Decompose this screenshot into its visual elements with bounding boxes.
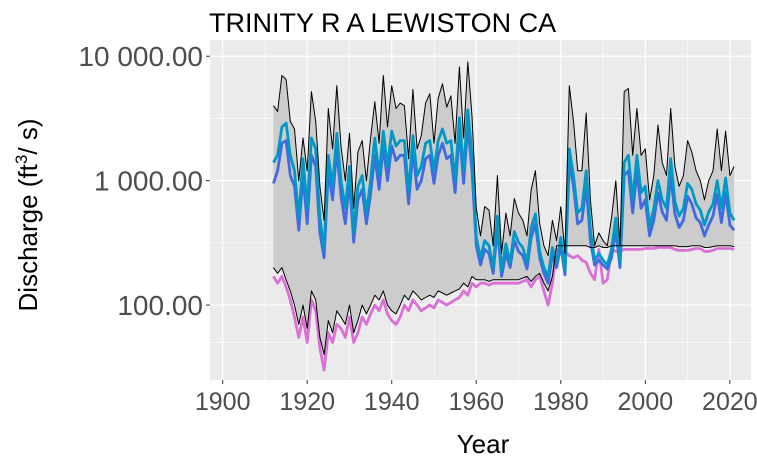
y-axis-title-end: / s) bbox=[13, 119, 43, 155]
series-line-mean bbox=[272, 108, 736, 278]
y-tick-label: 1 000.00 bbox=[94, 166, 203, 197]
x-axis: 1900 1920 1940 1960 1980 2000 2020 bbox=[195, 380, 757, 416]
chart-title: TRINITY R A LEWISTON CA bbox=[209, 8, 556, 38]
y-axis: 100.00 1 000.00 10 000.00 bbox=[78, 41, 210, 321]
y-axis-title: Discharge (ft3/ s) bbox=[12, 119, 43, 312]
x-tick-label: 1900 bbox=[195, 388, 251, 416]
x-tick-label: 1960 bbox=[448, 388, 504, 416]
y-tick-label: 100.00 bbox=[117, 290, 203, 321]
ribbon-area bbox=[273, 61, 735, 355]
y-axis-title-main: Discharge (ft bbox=[13, 163, 43, 311]
x-tick-label: 2000 bbox=[618, 388, 674, 416]
x-tick-label: 1940 bbox=[364, 388, 420, 416]
y-tick-label: 10 000.00 bbox=[78, 41, 203, 72]
series-lines bbox=[272, 61, 736, 372]
x-axis-title: Year bbox=[457, 429, 510, 459]
series-line-min bbox=[272, 245, 735, 356]
x-tick-label: 2020 bbox=[702, 388, 757, 416]
series-line-min_mean bbox=[272, 246, 735, 372]
x-tick-label: 1980 bbox=[533, 388, 589, 416]
envelope-ribbon bbox=[273, 61, 735, 355]
series-line-max bbox=[272, 61, 735, 257]
y-axis-title-sup: 3 bbox=[12, 155, 31, 164]
x-tick-label: 1920 bbox=[279, 388, 335, 416]
